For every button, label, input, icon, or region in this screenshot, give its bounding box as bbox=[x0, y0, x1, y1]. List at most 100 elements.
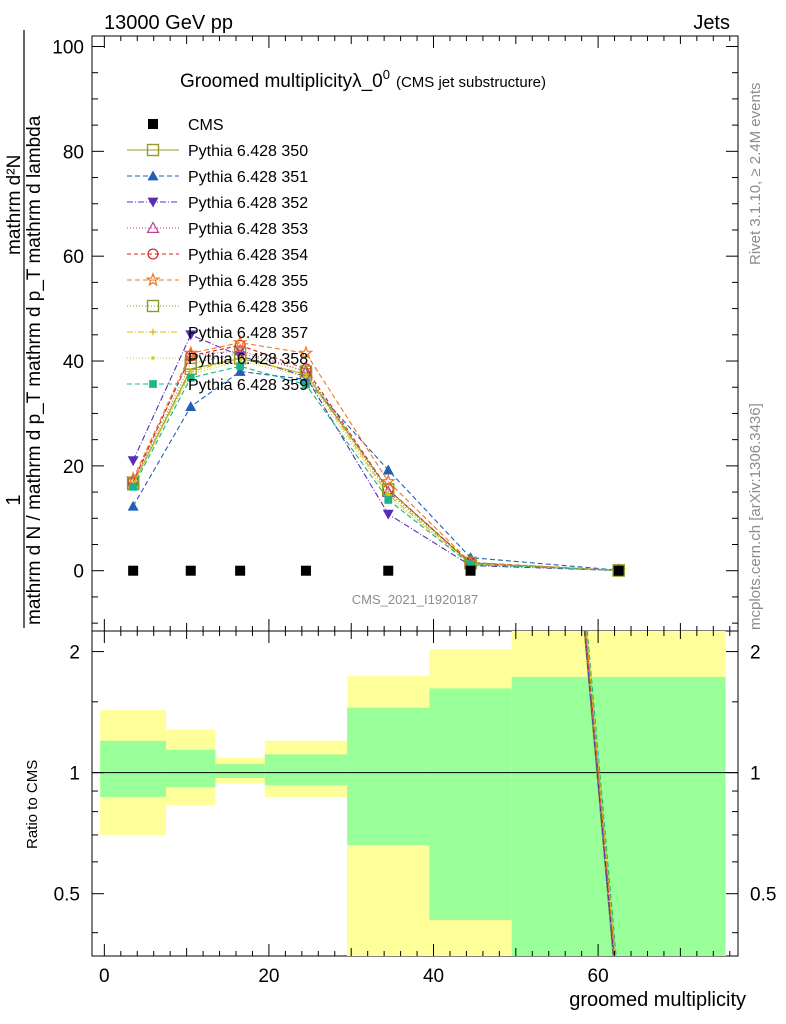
ratio-mc-line bbox=[586, 630, 617, 957]
ratio-y-tick-label: 2 bbox=[69, 643, 80, 664]
legend-label: Pythia 6.428 354 bbox=[188, 247, 308, 264]
legend-label: Pythia 6.428 350 bbox=[188, 143, 308, 160]
plot-title-sup: 0 bbox=[383, 67, 390, 82]
series-point bbox=[185, 330, 197, 341]
legend-item: Pythia 6.428 351 bbox=[127, 169, 308, 186]
cms-point bbox=[465, 565, 476, 576]
ratio-lines bbox=[92, 630, 738, 957]
legend-item: Pythia 6.428 352 bbox=[127, 195, 308, 212]
ratio-y-tick-label: 1 bbox=[69, 764, 80, 785]
series-point bbox=[382, 464, 394, 475]
legend-label: Pythia 6.428 357 bbox=[188, 325, 308, 342]
ratio-band-yellow-low bbox=[429, 920, 512, 956]
series-point bbox=[382, 509, 394, 520]
series-1 bbox=[127, 366, 625, 575]
legend-item: Pythia 6.428 355 bbox=[127, 272, 308, 290]
mcplots-label: mcplots.cern.ch [arXiv:1306.3436] bbox=[747, 403, 764, 630]
legend-label: Pythia 6.428 359 bbox=[188, 377, 308, 394]
legend-label: Pythia 6.428 355 bbox=[188, 273, 308, 290]
header-jets-label: Jets bbox=[693, 12, 730, 34]
legend-marker bbox=[145, 272, 161, 287]
legend-marker bbox=[146, 143, 160, 157]
ratio-band-green bbox=[511, 676, 726, 956]
y-tick-label: 100 bbox=[52, 37, 84, 58]
legend-marker bbox=[147, 197, 159, 208]
legend-marker bbox=[148, 119, 158, 129]
legend-item: Pythia 6.428 359 bbox=[127, 377, 308, 394]
series-point bbox=[129, 482, 137, 491]
rivet-label: Rivet 3.1.10, ≥ 2.4M events bbox=[747, 83, 764, 266]
ratio-band-green bbox=[100, 740, 167, 797]
series-point bbox=[384, 496, 393, 504]
legend-marker bbox=[149, 328, 157, 336]
x-tick-label: 40 bbox=[423, 966, 444, 987]
ratio-y-tick-label: 2 bbox=[750, 643, 761, 664]
legend-item: Pythia 6.428 353 bbox=[127, 221, 308, 238]
cms-point bbox=[613, 565, 624, 576]
ratio-mc-line bbox=[585, 630, 616, 957]
legend-label: Pythia 6.428 351 bbox=[188, 169, 308, 186]
series-line bbox=[132, 365, 619, 572]
legend-marker bbox=[147, 248, 159, 260]
ratio-band-yellow-low bbox=[347, 845, 430, 956]
legend-item: Pythia 6.428 350 bbox=[127, 143, 308, 160]
plot-title-note: (CMS jet substructure) bbox=[396, 74, 546, 91]
series-point bbox=[186, 373, 195, 382]
ylabel-numerator: 1 bbox=[3, 494, 25, 505]
legend-item-cms: CMS bbox=[148, 117, 224, 134]
legend-label: CMS bbox=[188, 117, 224, 134]
x-tick-label: 20 bbox=[258, 966, 279, 987]
y-tick-label: 20 bbox=[63, 457, 84, 478]
series-line bbox=[132, 352, 619, 572]
ylabel-denominator: mathrm d N / mathrm d p_T mathrm d p_T m… bbox=[24, 115, 45, 625]
series-9 bbox=[129, 362, 623, 575]
legend-marker bbox=[146, 221, 160, 233]
legend-item: Pythia 6.428 354 bbox=[127, 247, 308, 264]
cms-point bbox=[383, 565, 394, 576]
cms-point bbox=[185, 565, 196, 576]
header-energy-label: 13000 GeV pp bbox=[104, 12, 233, 34]
legend: CMS Pythia 6.428 350 Pythia 6.428 351 Pythi… bbox=[127, 117, 308, 394]
ratio-ylabel: Ratio to CMS bbox=[24, 760, 41, 849]
legend-item: Pythia 6.428 358 bbox=[127, 351, 308, 368]
x-tick-label: 0 bbox=[99, 966, 110, 987]
y-tick-label: 40 bbox=[63, 352, 84, 373]
series-point bbox=[127, 500, 139, 511]
series-point bbox=[466, 560, 475, 569]
legend-marker bbox=[151, 356, 155, 360]
ratio-axes: 0.5 0.51 12 20 20 40 60 bbox=[54, 631, 776, 987]
ratio-band-green bbox=[215, 764, 265, 778]
series-point bbox=[304, 374, 308, 379]
series-point bbox=[380, 473, 396, 488]
x-tick-label: 60 bbox=[588, 966, 609, 987]
ratio-y-tick-label: 0.5 bbox=[54, 885, 80, 906]
legend-marker bbox=[149, 380, 157, 388]
ratio-mc-line bbox=[584, 630, 614, 957]
cms-point bbox=[128, 565, 139, 576]
legend-marker bbox=[147, 170, 159, 181]
series-point bbox=[127, 456, 139, 467]
cms-point bbox=[300, 565, 311, 576]
legend-label: Pythia 6.428 353 bbox=[188, 221, 308, 238]
ylabel-top: mathrm d²N bbox=[4, 155, 25, 255]
analysis-watermark: CMS_2021_I1920187 bbox=[352, 592, 479, 607]
ratio-band-green bbox=[429, 688, 512, 956]
xlabel: groomed multiplicity bbox=[569, 989, 746, 1011]
legend-marker bbox=[146, 299, 160, 313]
main-axes: 0 20 40 60 80 100 bbox=[52, 36, 738, 631]
y-tick-label: 0 bbox=[73, 562, 84, 583]
cms-point bbox=[235, 565, 246, 576]
series-point bbox=[238, 359, 242, 363]
y-tick-label: 80 bbox=[63, 142, 84, 163]
series-point bbox=[234, 366, 246, 376]
ratio-band-green bbox=[264, 754, 348, 786]
ratio-mc-line bbox=[585, 630, 616, 957]
y-tick-label: 60 bbox=[63, 247, 84, 268]
ratio-band-green bbox=[166, 749, 216, 788]
ratio-y-tick-label: 1 bbox=[750, 764, 761, 785]
series-point bbox=[185, 401, 197, 412]
series-point bbox=[234, 339, 246, 351]
series-point bbox=[232, 334, 248, 350]
series-point bbox=[185, 350, 197, 362]
